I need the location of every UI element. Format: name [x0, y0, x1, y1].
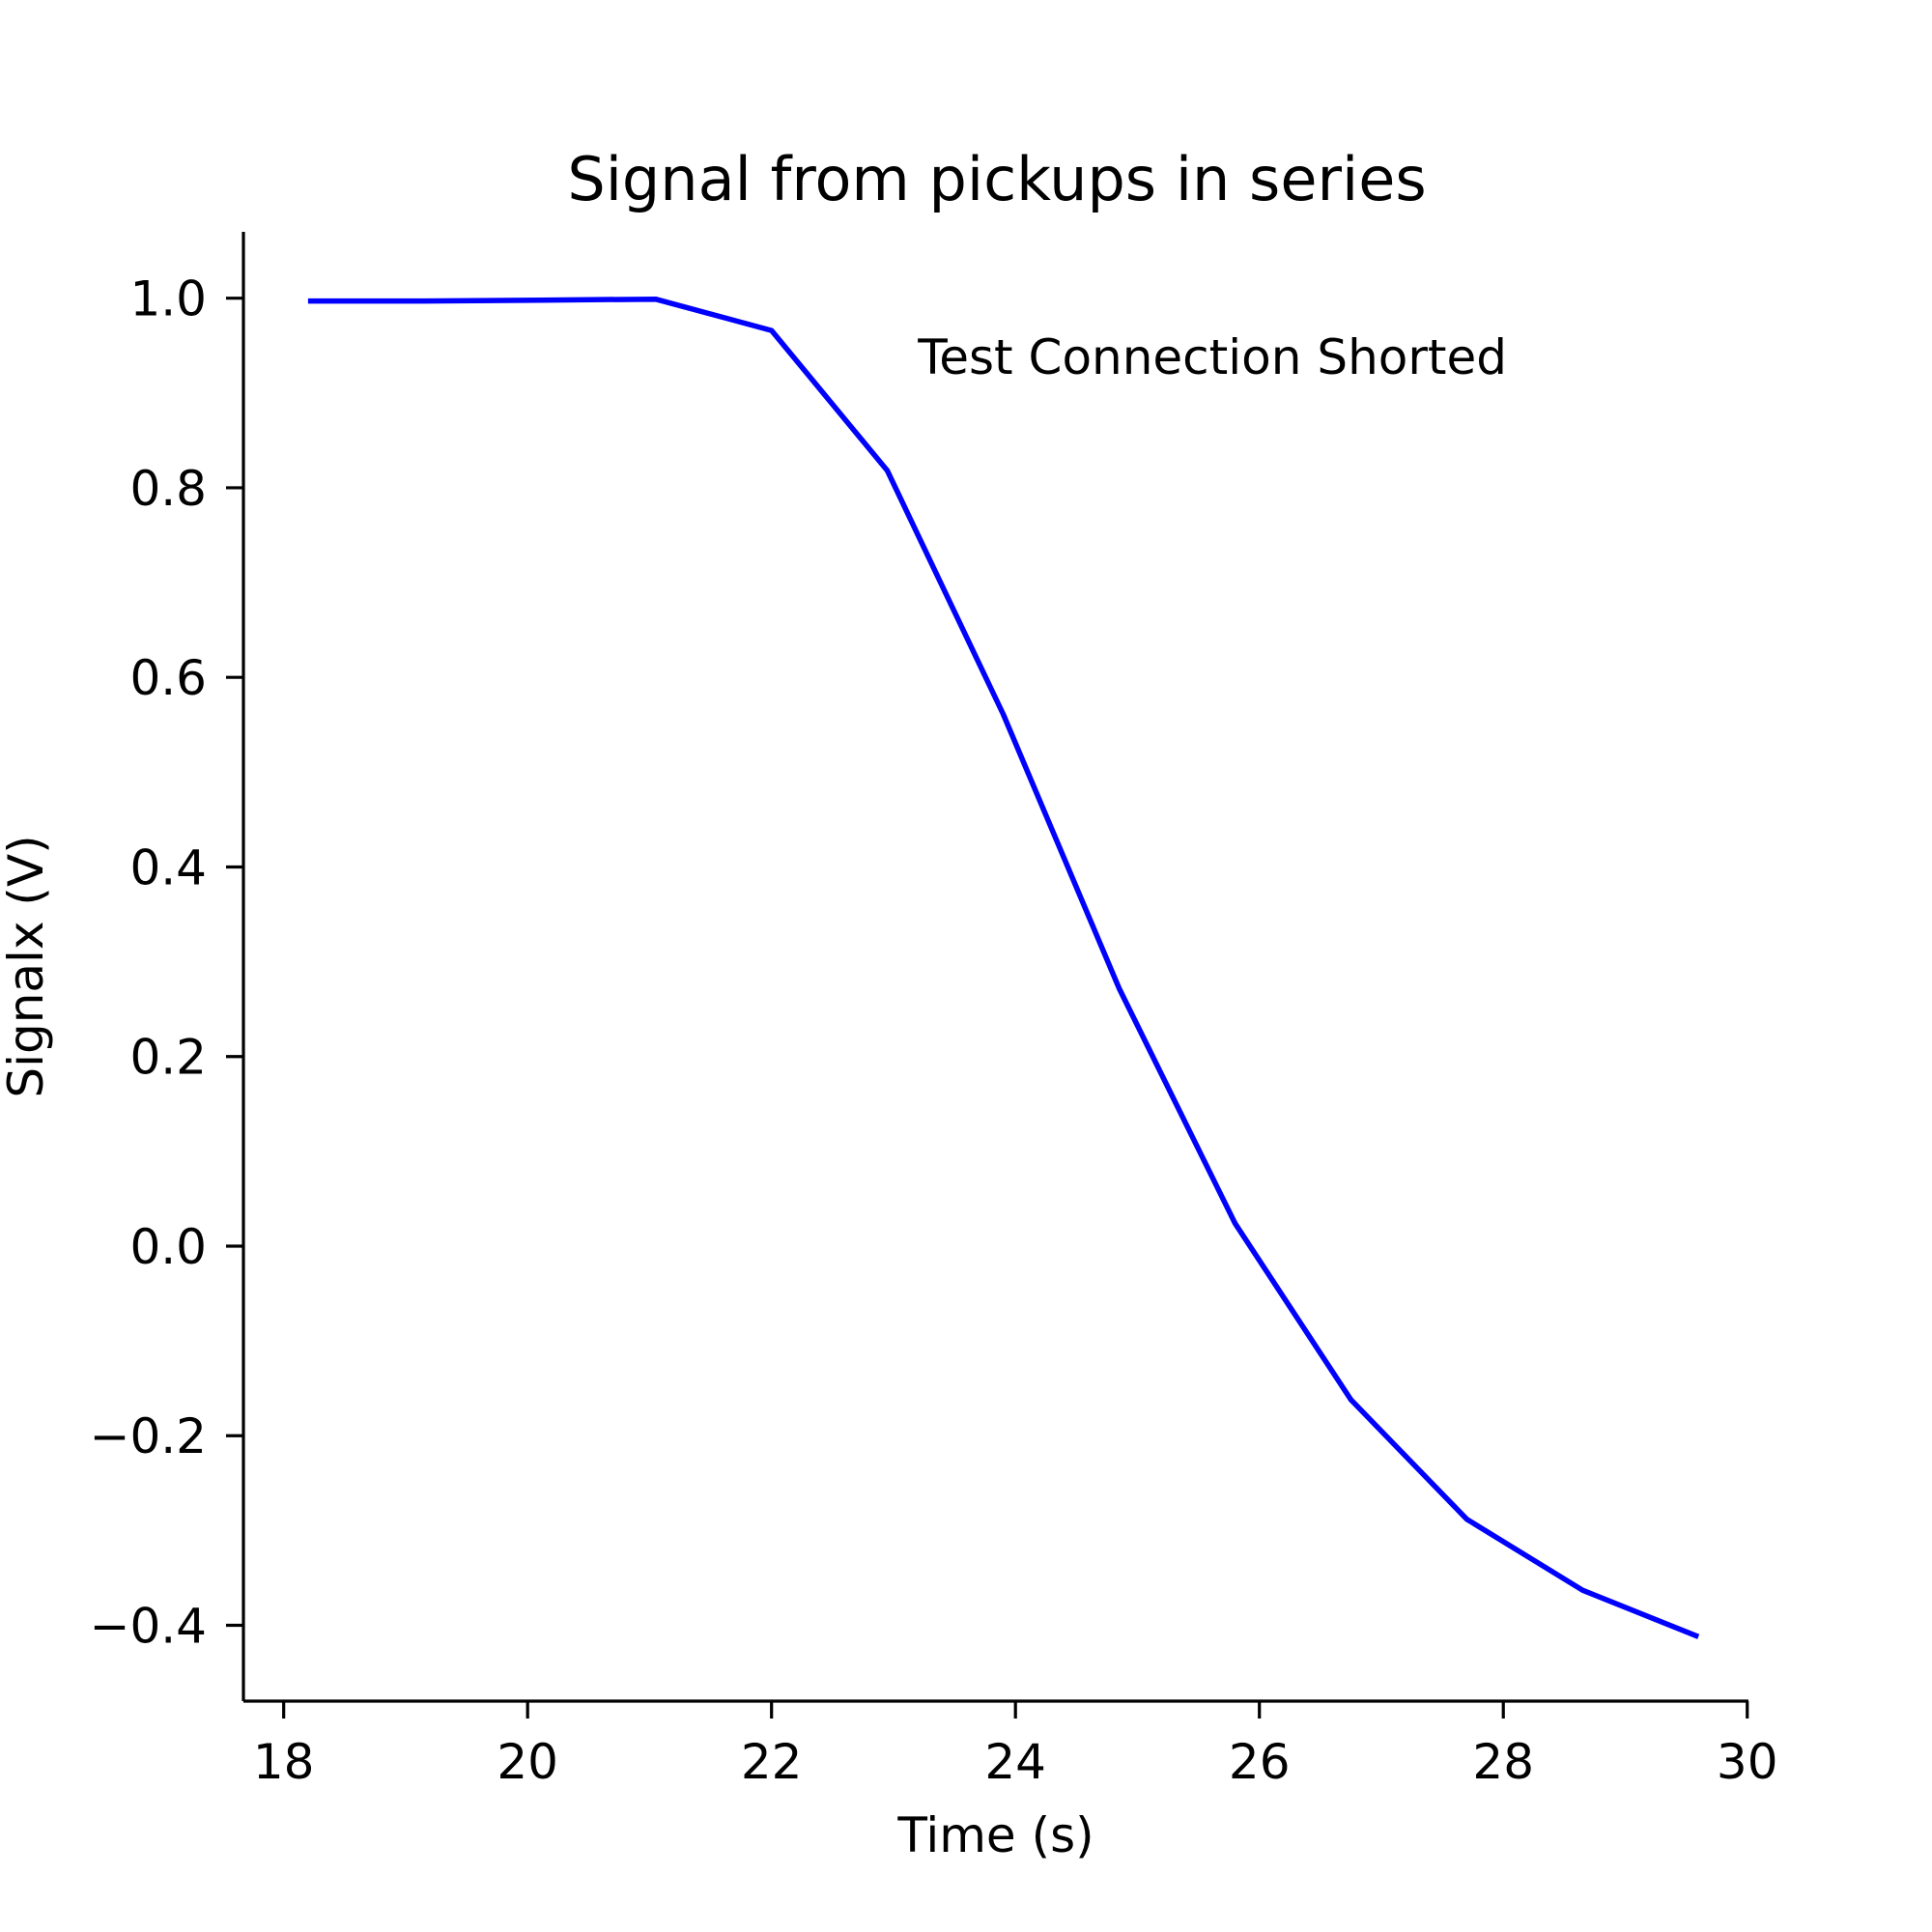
x-tick-label: 26 — [1229, 1734, 1291, 1790]
y-axis-label: Signalx (V) — [0, 835, 54, 1097]
x-axis-ticks: 18 20 22 24 26 28 30 — [253, 1701, 1778, 1790]
x-tick-label: 28 — [1472, 1734, 1534, 1790]
axes — [242, 232, 1748, 1703]
chart-title: Signal from pickups in series — [567, 144, 1426, 214]
x-axis-label: Time (s) — [896, 1807, 1094, 1863]
y-tick-label: 0.2 — [129, 1030, 207, 1086]
x-tick-label: 20 — [497, 1734, 558, 1790]
y-tick-label: 0.6 — [129, 650, 207, 706]
y-tick-label: −0.4 — [90, 1598, 207, 1654]
x-tick-label: 18 — [253, 1734, 315, 1790]
x-tick-label: 24 — [984, 1734, 1046, 1790]
y-axis-ticks: 1.0 0.8 0.6 0.4 0.2 0.0 −0.2 −0.4 — [90, 271, 243, 1654]
series-line-0 — [307, 296, 1700, 1639]
x-tick-label: 30 — [1717, 1734, 1778, 1790]
y-tick-label: 1.0 — [129, 271, 207, 327]
y-tick-label: 0.8 — [129, 461, 207, 517]
annotation-label: Test Connection Shorted — [917, 329, 1507, 385]
y-tick-label: 0.4 — [129, 839, 207, 895]
plot-lines — [307, 296, 1700, 1639]
y-tick-label: −0.2 — [90, 1408, 207, 1464]
y-tick-label: 0.0 — [129, 1219, 207, 1275]
x-tick-label: 22 — [741, 1734, 803, 1790]
